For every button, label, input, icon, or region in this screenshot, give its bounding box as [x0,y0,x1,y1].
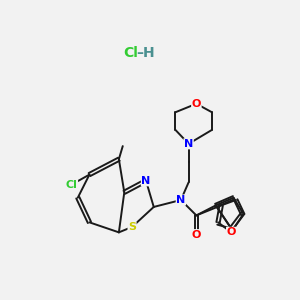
Text: Cl: Cl [123,46,138,60]
Text: N: N [176,195,185,205]
Text: O: O [226,227,236,237]
Text: –H: –H [137,46,155,60]
Text: S: S [128,222,136,232]
Text: O: O [192,99,201,109]
Text: O: O [192,230,201,240]
Text: N: N [184,139,193,149]
Text: N: N [141,176,151,186]
Text: Cl: Cl [66,180,77,190]
